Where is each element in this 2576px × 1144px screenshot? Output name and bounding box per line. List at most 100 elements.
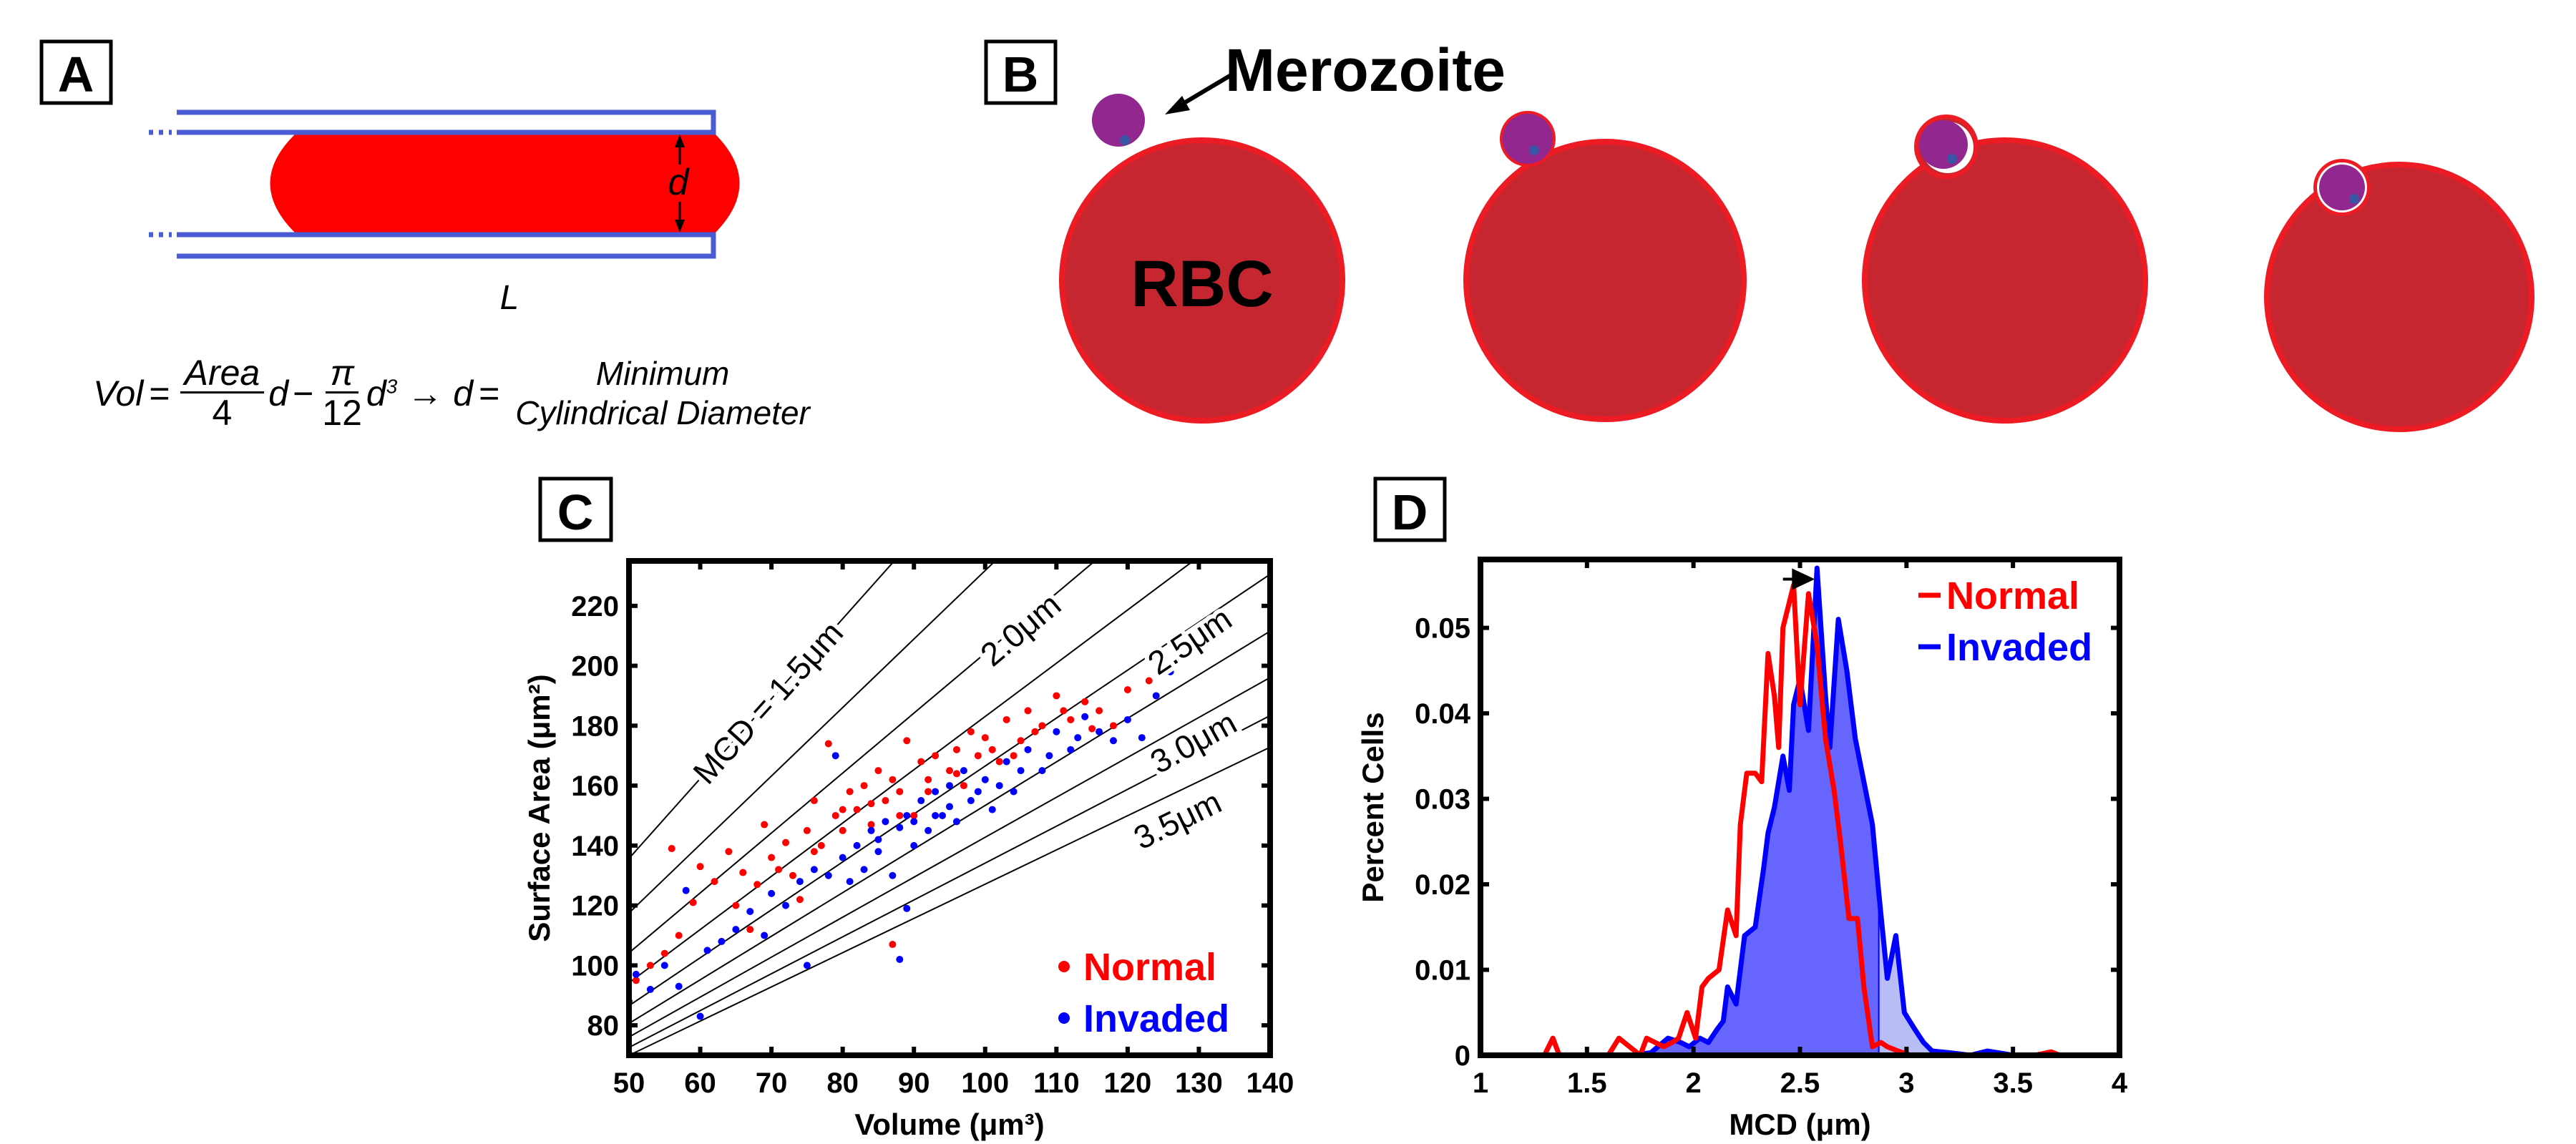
normal-point bbox=[1031, 728, 1039, 735]
plot-area bbox=[629, 561, 1270, 1055]
apical-dot bbox=[2349, 194, 2359, 204]
normal-point bbox=[746, 926, 754, 934]
legend-label-normal: Normal bbox=[1083, 946, 1216, 989]
invaded-point bbox=[703, 947, 711, 954]
invaded-point bbox=[967, 797, 975, 805]
mcd-contour-line bbox=[629, 746, 1270, 1055]
x-tick-label: 2 bbox=[1686, 1067, 1702, 1099]
invaded-point bbox=[1067, 745, 1075, 753]
merozoite-pointer-arrow bbox=[1165, 72, 1234, 114]
invaded-point bbox=[946, 782, 953, 790]
invaded-point bbox=[995, 782, 1003, 790]
invaded-point bbox=[675, 982, 683, 990]
mcd-contour-label: 2.0μm bbox=[973, 586, 1068, 674]
rbc-stage-2 bbox=[1463, 111, 1747, 422]
capillary-wall-bottom bbox=[149, 232, 716, 259]
x-tick-label: 3.5 bbox=[1993, 1067, 2033, 1099]
eq-exponent: 3 bbox=[386, 375, 398, 398]
invasion-sequence: RBC Merozoite bbox=[1059, 36, 2534, 432]
x-tick-label: 90 bbox=[898, 1067, 930, 1099]
normal-point bbox=[960, 782, 967, 790]
shift-arrow-head bbox=[1792, 568, 1815, 590]
invaded-point bbox=[632, 970, 640, 978]
invaded-point bbox=[952, 818, 960, 826]
capillary-diagram: d L bbox=[149, 109, 740, 317]
y-tick-label: 140 bbox=[571, 831, 619, 862]
invaded-point bbox=[1017, 767, 1025, 775]
eq-lhs: Vol bbox=[93, 373, 144, 414]
invaded-point bbox=[796, 878, 804, 886]
normal-point bbox=[932, 752, 940, 760]
y-tick-label: 180 bbox=[571, 710, 619, 742]
invaded-point bbox=[831, 752, 839, 760]
normal-point bbox=[846, 788, 854, 796]
apical-dot bbox=[1529, 145, 1539, 155]
x-tick-label: 4 bbox=[2112, 1067, 2128, 1099]
x-tick-label: 1.5 bbox=[1567, 1067, 1607, 1099]
normal-point bbox=[689, 899, 697, 906]
plot-frame bbox=[1478, 557, 2122, 1058]
normal-point bbox=[952, 745, 960, 753]
invaded-point bbox=[761, 932, 769, 939]
mcd-contour-line bbox=[629, 630, 1270, 1025]
normal-point bbox=[1088, 725, 1096, 733]
invaded-point bbox=[1109, 737, 1117, 745]
invaded-point bbox=[903, 904, 911, 912]
legend-label-invaded: Invaded bbox=[1946, 626, 2092, 669]
invaded-point bbox=[917, 797, 925, 805]
invaded-line bbox=[1629, 565, 2014, 1058]
x-axis-label: Volume (μm³) bbox=[854, 1108, 1044, 1141]
normal-point bbox=[824, 740, 832, 748]
mcd-contour-line bbox=[629, 715, 1270, 1049]
x-tick-label: 60 bbox=[684, 1067, 716, 1099]
eq-result-var: d bbox=[453, 373, 474, 414]
y-tick-label: 0.02 bbox=[1415, 869, 1470, 901]
normal-point bbox=[632, 977, 640, 984]
invaded-area-fill bbox=[1629, 567, 1879, 1055]
invaded-point bbox=[974, 788, 982, 796]
invaded-point bbox=[910, 841, 918, 849]
invaded-point bbox=[896, 955, 904, 963]
normal-point bbox=[967, 728, 975, 735]
normal-point bbox=[903, 737, 911, 745]
eq-frac2-num: π bbox=[326, 354, 358, 394]
y-tick-label: 160 bbox=[571, 771, 619, 802]
apical-dot bbox=[1947, 154, 1957, 164]
normal-point bbox=[696, 863, 704, 871]
x-tick-label: 80 bbox=[826, 1067, 859, 1099]
eq-term2: d3 bbox=[366, 373, 397, 414]
invaded-point bbox=[1138, 734, 1146, 742]
normal-point bbox=[739, 869, 747, 876]
normal-line bbox=[1542, 582, 2061, 1058]
normal-point bbox=[831, 811, 839, 819]
normal-point bbox=[839, 806, 847, 813]
eq-arrow: → bbox=[407, 373, 444, 414]
mcd-contour-line bbox=[629, 561, 1096, 954]
normal-point bbox=[882, 797, 889, 805]
x-tick-label: 110 bbox=[1033, 1067, 1080, 1099]
invaded-point bbox=[896, 823, 904, 831]
invaded-point bbox=[682, 886, 690, 894]
normal-point bbox=[896, 811, 904, 819]
invaded-point bbox=[1074, 734, 1082, 742]
normal-point bbox=[867, 800, 875, 808]
invaded-point bbox=[932, 788, 940, 796]
red-cell-capsule bbox=[270, 132, 740, 235]
panel-c-letter: C bbox=[557, 484, 594, 540]
x-tick-label: 2.5 bbox=[1780, 1067, 1820, 1099]
normal-point bbox=[1017, 737, 1025, 745]
mcd-contour-label: 3.5μm bbox=[1128, 783, 1227, 856]
normal-point bbox=[803, 826, 811, 834]
invaded-point bbox=[1024, 745, 1032, 753]
normal-point bbox=[725, 848, 733, 856]
panel-b-letter: B bbox=[1002, 47, 1039, 102]
eq-result-text: Minimum Cylindrical Diameter bbox=[515, 354, 810, 433]
invaded-point bbox=[874, 848, 882, 856]
normal-point bbox=[1010, 752, 1018, 760]
eq-fraction-area: Area 4 bbox=[180, 354, 265, 434]
eq-term1: d bbox=[268, 373, 289, 414]
normal-point bbox=[946, 767, 953, 775]
invaded-point bbox=[889, 871, 897, 879]
invaded-point bbox=[768, 889, 776, 897]
normal-point bbox=[889, 941, 897, 949]
